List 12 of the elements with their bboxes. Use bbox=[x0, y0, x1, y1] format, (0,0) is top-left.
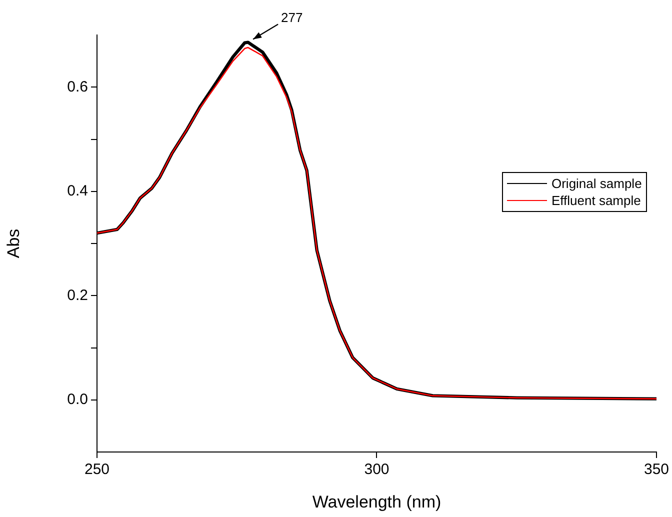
legend-label: Original sample bbox=[551, 175, 642, 192]
annotation: 277 bbox=[281, 10, 303, 25]
x-tick-label: 300 bbox=[364, 461, 390, 478]
x-tick-label: 250 bbox=[84, 461, 110, 478]
legend-label: Effluent sample bbox=[551, 192, 641, 209]
y-tick-label: 0.4 bbox=[67, 182, 88, 200]
y-tick-label: 0.6 bbox=[67, 78, 88, 96]
x-axis-title: Wavelength (nm) bbox=[312, 492, 442, 512]
x-tick-label: 350 bbox=[644, 461, 669, 478]
y-tick-label: 0.2 bbox=[67, 286, 88, 304]
y-tick-label: 0.0 bbox=[67, 391, 88, 408]
y-axis-title: Abs bbox=[4, 228, 23, 258]
